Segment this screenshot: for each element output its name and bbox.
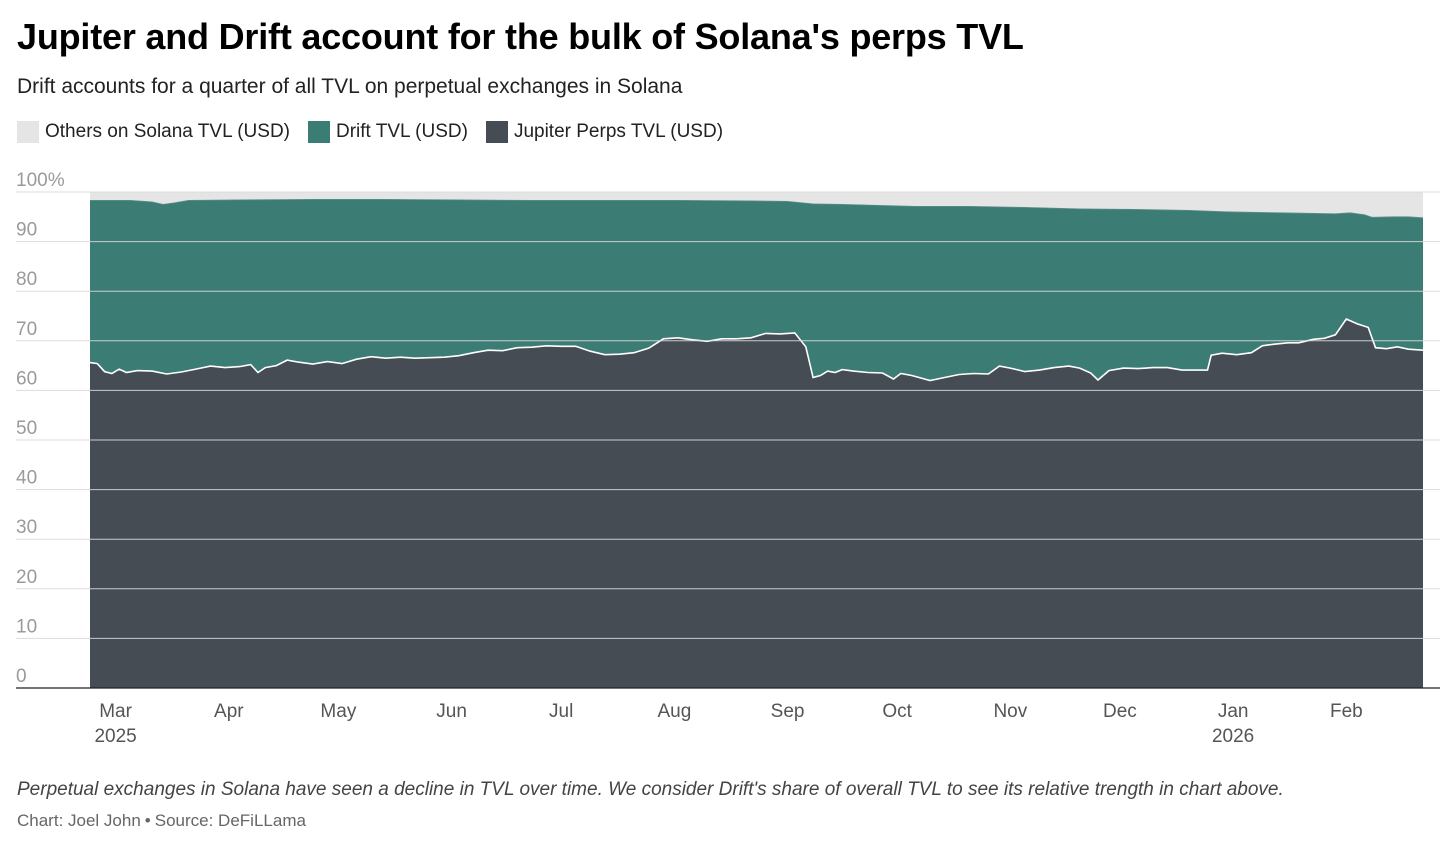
y-tick-label: 50 bbox=[16, 418, 37, 439]
chart-title: Jupiter and Drift account for the bulk o… bbox=[17, 16, 1024, 57]
credit-separator: • bbox=[144, 811, 151, 830]
legend-label-others: Others on Solana TVL (USD) bbox=[45, 121, 290, 142]
line-jupiter-boundary bbox=[89, 317, 1424, 382]
x-tick-label: May bbox=[320, 701, 356, 722]
legend-item-jupiter[interactable]: Jupiter Perps TVL (USD) bbox=[485, 121, 724, 143]
area-drift bbox=[90, 199, 1423, 381]
area-others bbox=[90, 192, 1423, 218]
x-tick-label: Jul bbox=[549, 701, 573, 722]
y-tick-label: 90 bbox=[16, 220, 37, 241]
chart-subtitle: Drift accounts for a quarter of all TVL … bbox=[17, 75, 683, 98]
credit-source: Source: DeFiLLama bbox=[154, 811, 306, 830]
legend-label-drift: Drift TVL (USD) bbox=[336, 121, 468, 142]
x-tick-label: Jan bbox=[1218, 701, 1249, 722]
y-tick-label: 30 bbox=[16, 517, 37, 538]
legend-item-drift[interactable]: Drift TVL (USD) bbox=[308, 121, 468, 143]
y-tick-label: 100% bbox=[16, 170, 65, 191]
y-tick-label: 0 bbox=[16, 666, 27, 687]
x-tick-label: Mar bbox=[99, 701, 132, 722]
stacked-area-chart: 0 10 20 30 40 50 60 70 80 90 100% Mar 2025 Apr May Jun J… bbox=[16, 170, 1440, 747]
legend-item-others[interactable]: Others on Solana TVL (USD) bbox=[17, 121, 290, 143]
credit-line: Chart: Joel John • Source: DeFiLLama bbox=[17, 811, 306, 831]
x-tick-label: Feb bbox=[1330, 701, 1363, 722]
y-tick-label: 70 bbox=[16, 319, 37, 340]
legend-label-jupiter: Jupiter Perps TVL (USD) bbox=[513, 121, 724, 142]
line-drift-boundary bbox=[90, 199, 1424, 219]
x-tick-year-label: 2025 bbox=[94, 726, 136, 747]
area-jupiter bbox=[90, 319, 1423, 688]
x-tick-label: Aug bbox=[657, 701, 691, 722]
y-tick-label: 60 bbox=[16, 368, 37, 389]
footnote: Perpetual exchanges in Solana have seen … bbox=[17, 779, 1284, 800]
credit-author: Chart: Joel John bbox=[17, 811, 141, 830]
x-tick-label: Sep bbox=[771, 701, 805, 722]
x-tick-label: Apr bbox=[214, 701, 244, 722]
x-tick-year-label: 2026 bbox=[1212, 726, 1254, 747]
legend: Others on Solana TVL (USD) Drift TVL (US… bbox=[17, 121, 741, 143]
legend-swatch-others bbox=[17, 121, 39, 143]
y-tick-label: 10 bbox=[16, 616, 37, 637]
x-tick-label: Jun bbox=[436, 701, 467, 722]
x-tick-label: Nov bbox=[993, 701, 1027, 722]
x-tick-label: Dec bbox=[1103, 701, 1137, 722]
x-tick-label: Oct bbox=[882, 701, 912, 722]
y-tick-label: 40 bbox=[16, 468, 37, 489]
legend-swatch-jupiter bbox=[485, 121, 508, 143]
y-tick-label: 20 bbox=[16, 567, 37, 588]
legend-swatch-drift bbox=[308, 121, 330, 143]
y-tick-label: 80 bbox=[16, 269, 37, 290]
